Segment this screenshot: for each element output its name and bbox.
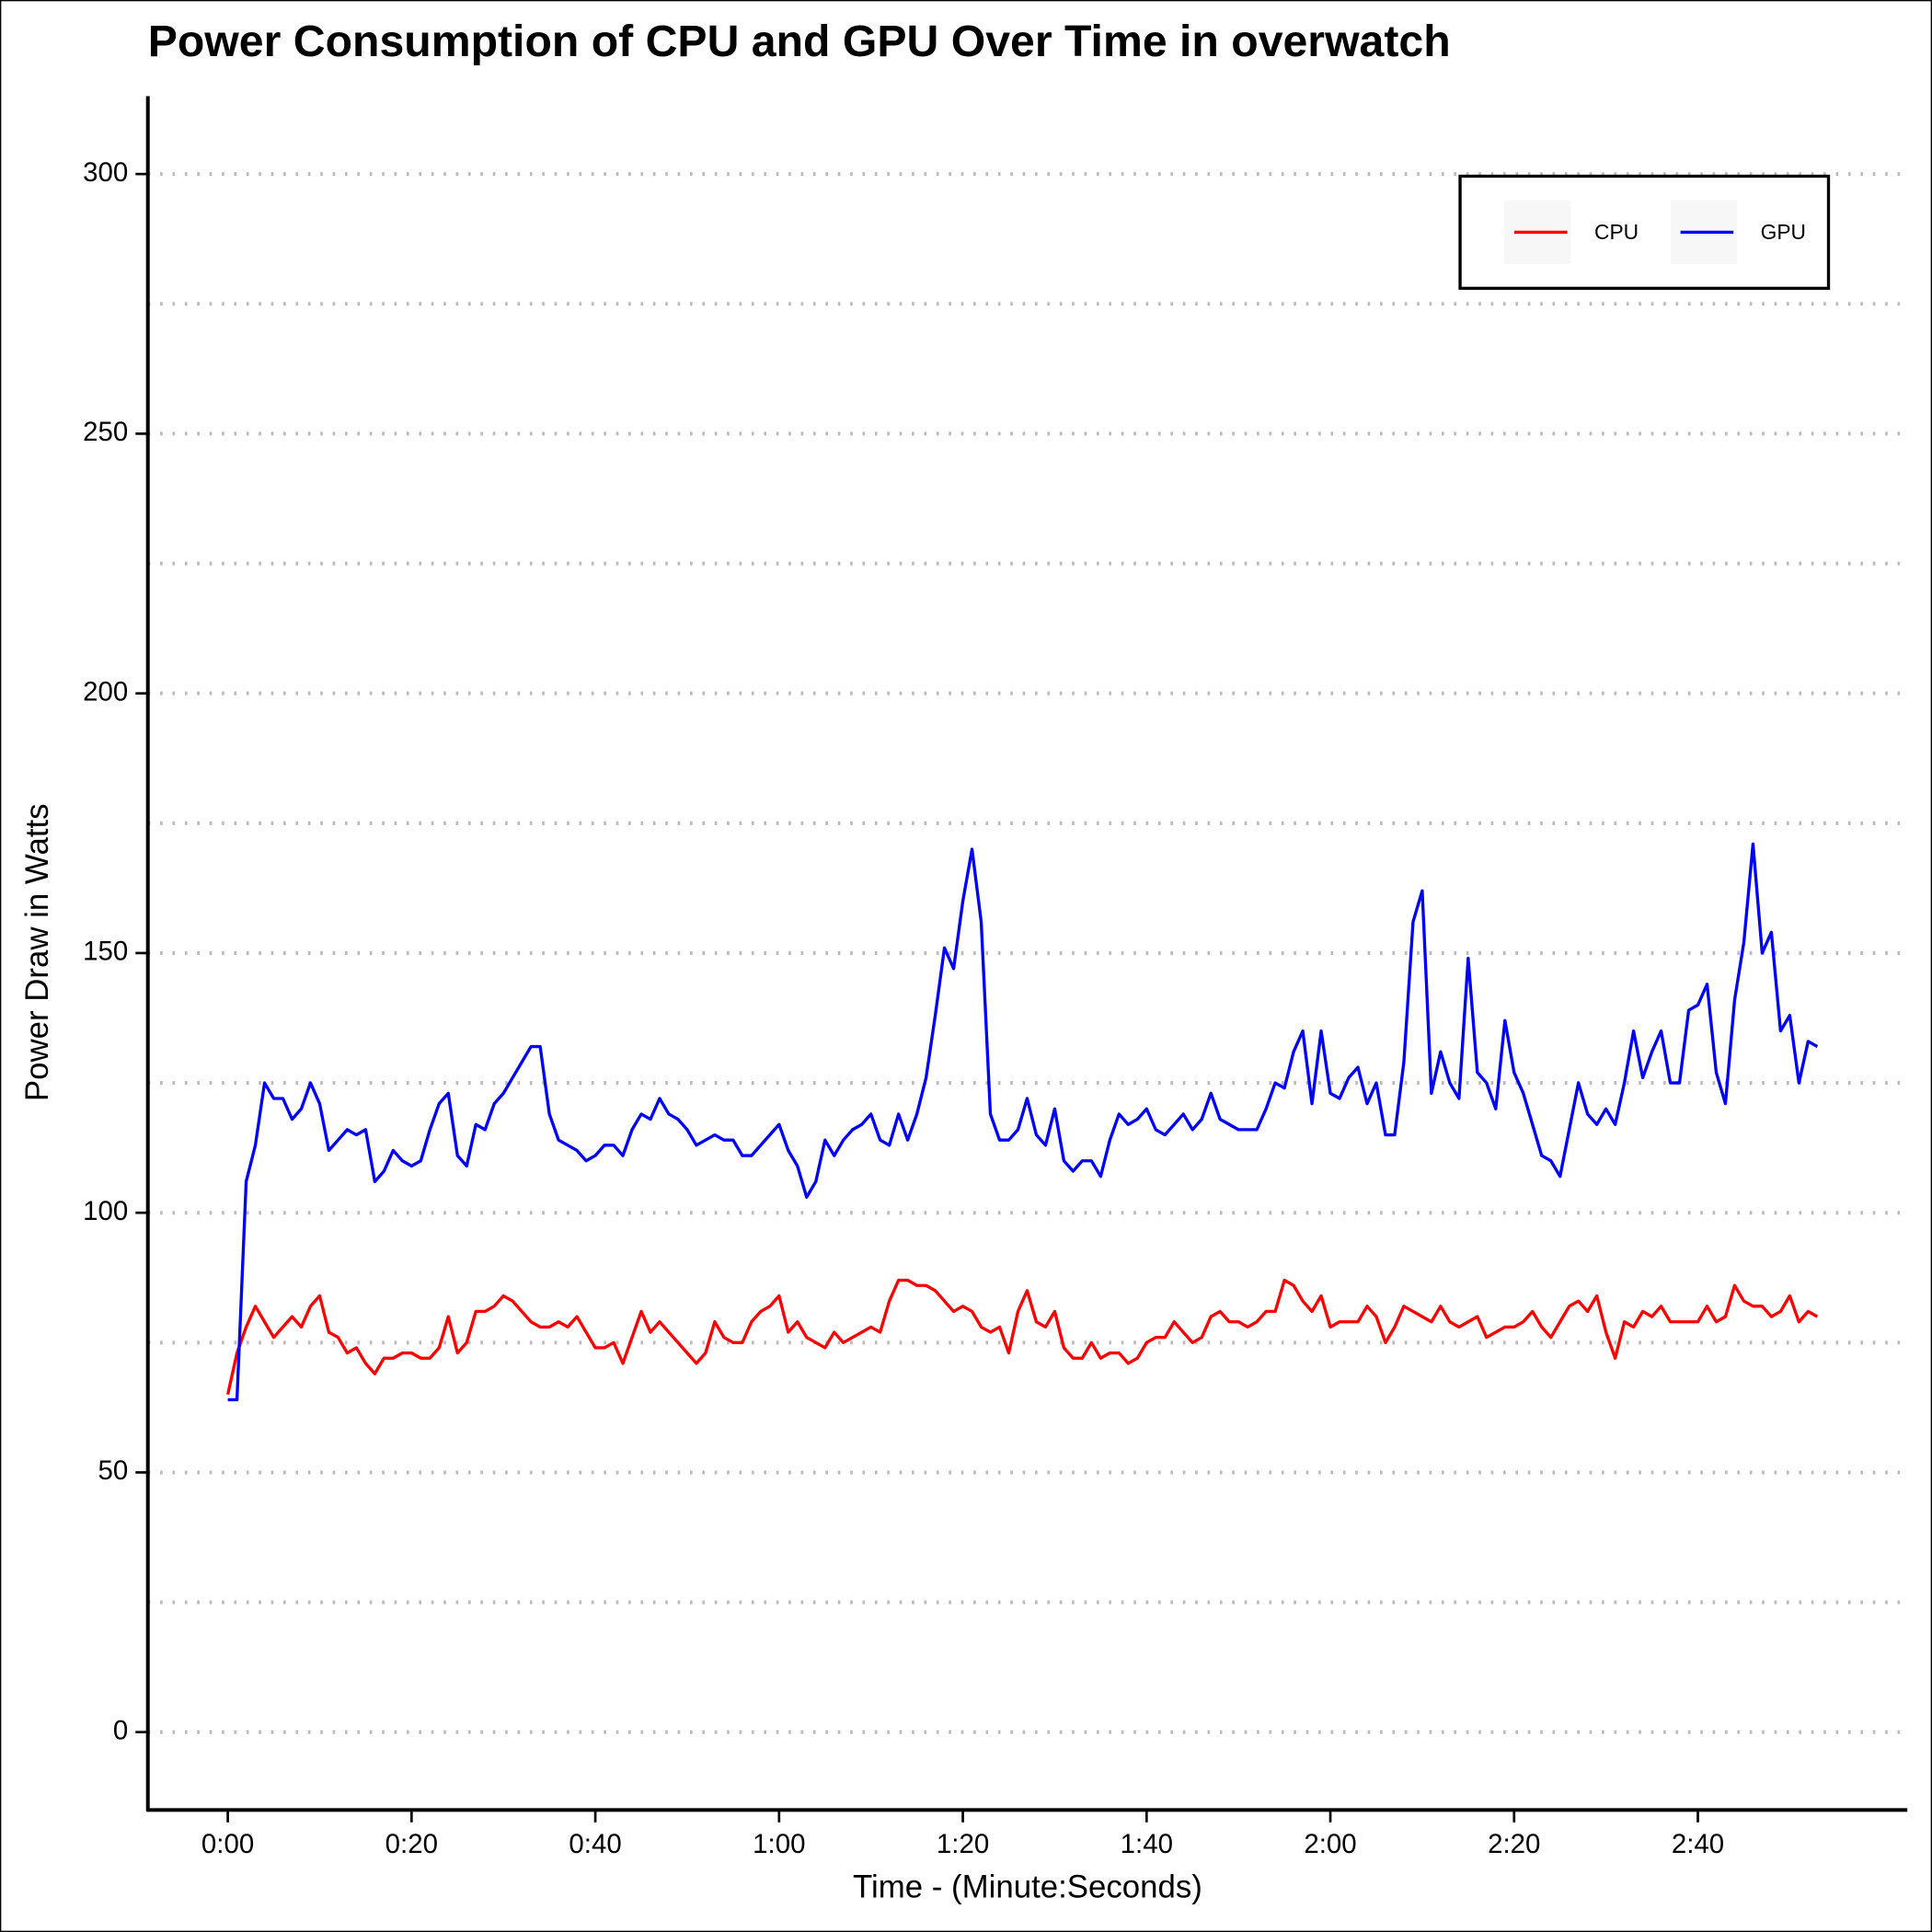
x-tick-label: 1:40 — [1121, 1829, 1173, 1859]
legend: CPU GPU — [1458, 174, 1831, 291]
grid — [147, 172, 1908, 1734]
y-tick-label: 50 — [98, 1455, 129, 1486]
y-tick-label: 250 — [83, 417, 128, 447]
x-tick-label: 1:00 — [753, 1829, 805, 1859]
legend-label: CPU — [1594, 220, 1639, 244]
x-tick-label: 1:20 — [937, 1829, 989, 1859]
x-tick-label: 2:00 — [1304, 1829, 1356, 1859]
x-tick-label: 0:20 — [385, 1829, 438, 1859]
lines — [225, 842, 1819, 1402]
series-line — [225, 1278, 1819, 1396]
y-axis-label: Power Draw in Watts — [19, 803, 55, 1101]
series-line — [227, 842, 1819, 1402]
y-tick-label: 300 — [83, 157, 128, 188]
y-tick-label: 100 — [83, 1196, 128, 1226]
y-tick-label: 0 — [113, 1716, 128, 1746]
x-axis-label: Time - (Minute:Seconds) — [853, 1869, 1202, 1904]
y-tick-label: 150 — [83, 937, 128, 967]
x-tick-label: 0:40 — [569, 1829, 621, 1859]
x-tick-label: 2:40 — [1672, 1829, 1724, 1859]
legend-label: GPU — [1761, 220, 1806, 244]
y-tick-label: 200 — [83, 676, 128, 707]
x-tick-label: 2:20 — [1488, 1829, 1540, 1859]
chart-title: Power Consumption of CPU and GPU Over Ti… — [148, 17, 1451, 66]
axes: 0 50 100 150 200 250 300 0:00 0:20 0:40 1:00 1:20 1:… — [83, 96, 1908, 1859]
x-tick-label: 0:00 — [201, 1829, 254, 1859]
